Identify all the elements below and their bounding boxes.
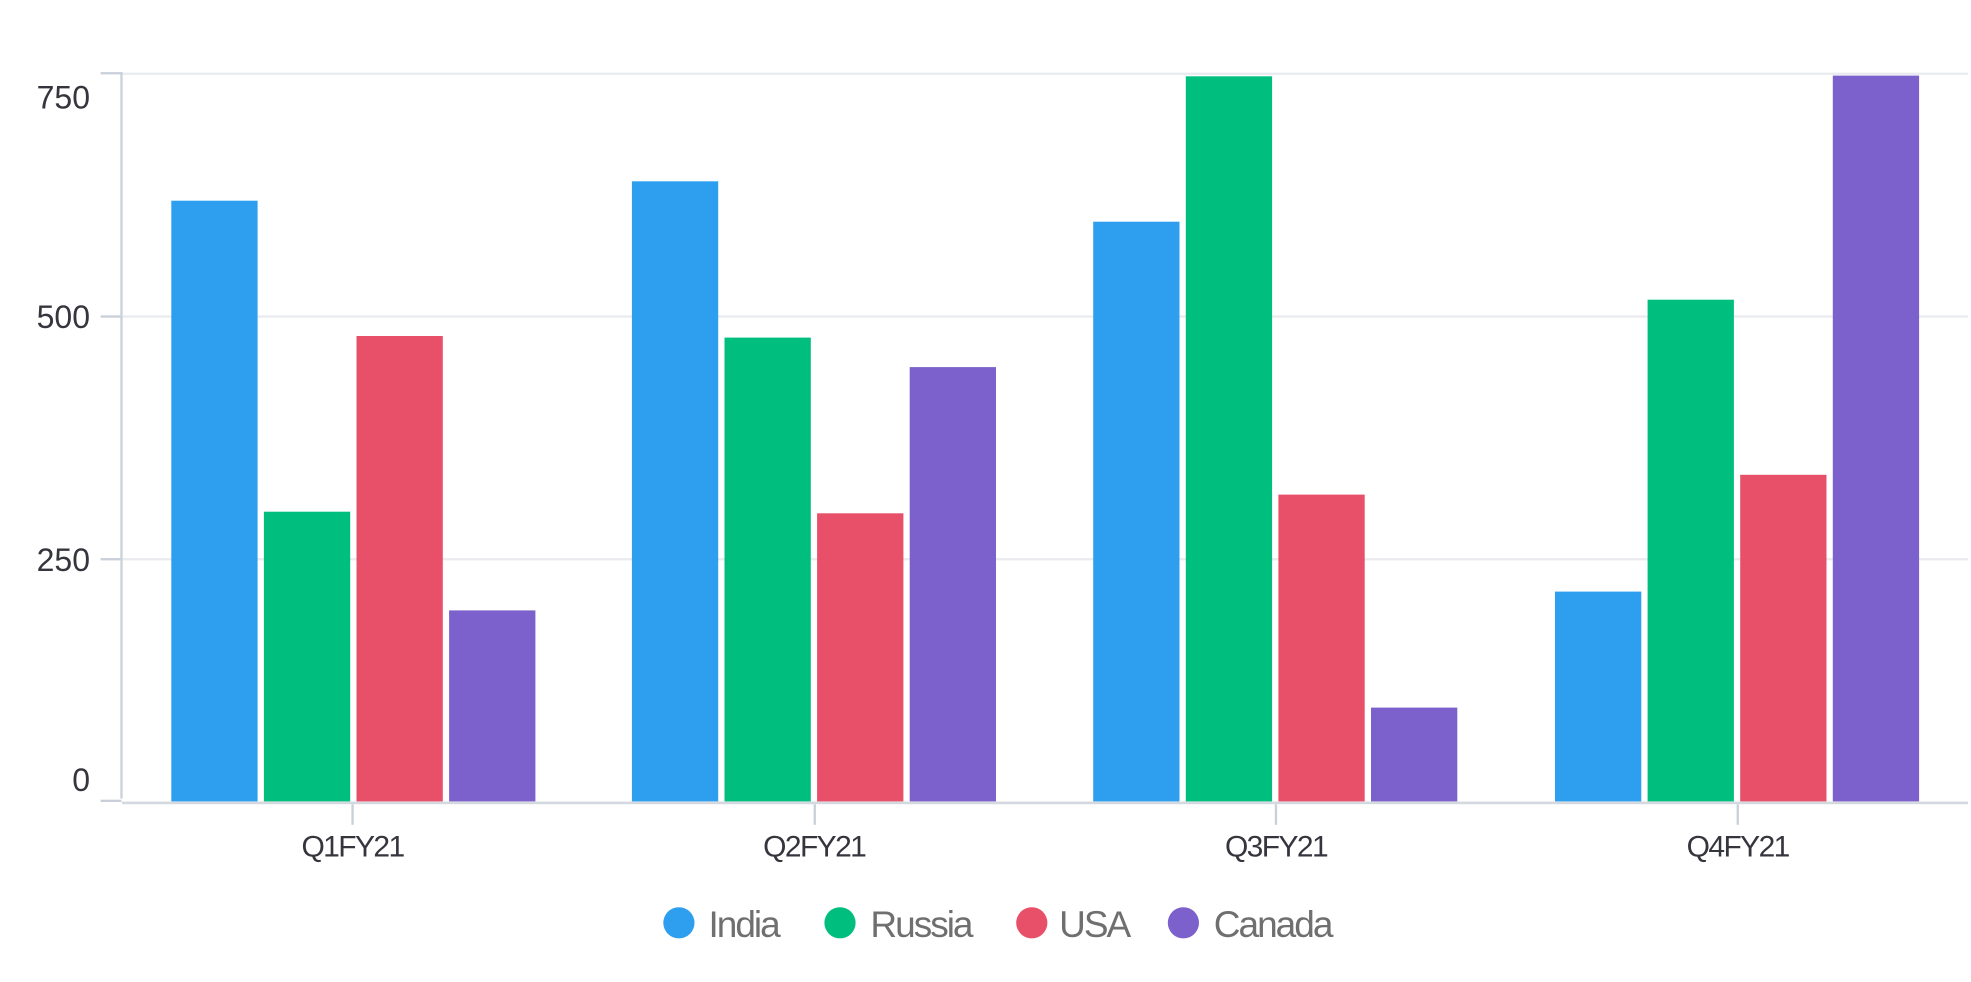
svg-text:Q1FY21: Q1FY21 (301, 830, 404, 863)
svg-text:India: India (709, 904, 782, 945)
svg-text:Russia: Russia (870, 904, 974, 945)
svg-text:Q4FY21: Q4FY21 (1687, 830, 1790, 863)
svg-text:0: 0 (72, 762, 90, 798)
svg-text:250: 250 (37, 542, 90, 578)
svg-text:Q2FY21: Q2FY21 (763, 830, 866, 863)
svg-text:750: 750 (37, 79, 90, 115)
svg-text:USA: USA (1059, 904, 1131, 945)
svg-text:500: 500 (37, 299, 90, 335)
svg-text:Q3FY21: Q3FY21 (1225, 830, 1328, 863)
svg-text:Canada: Canada (1214, 904, 1334, 945)
